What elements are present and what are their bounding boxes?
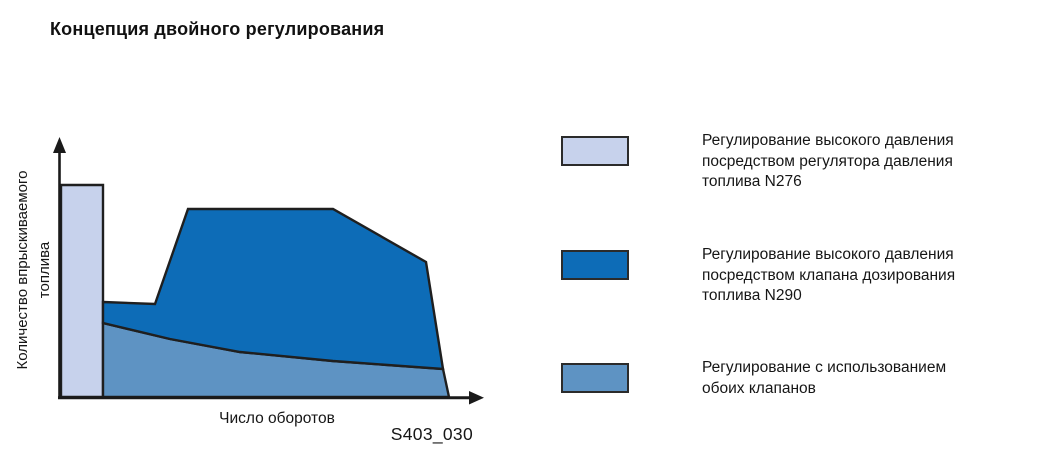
legend-label-line: Регулирование высокого давления (702, 246, 954, 263)
legend-label-line: Регулирование высокого давления (702, 132, 954, 149)
axes (53, 137, 484, 405)
legend-label-line: Регулирование с использованием (702, 359, 947, 376)
chart-regions (59, 183, 451, 399)
legend-label-line: обоих клапанов (702, 379, 816, 397)
x-axis-arrow-icon (469, 391, 484, 405)
x-axis-label: Число оборотов (219, 410, 335, 427)
legend-swatch-both-valves (561, 363, 629, 393)
figure-code: S403_030 (391, 424, 473, 445)
legend-swatch-n290 (561, 250, 629, 280)
n276-region (59, 183, 105, 399)
n290-region (101, 207, 445, 371)
legend-swatch-n276 (561, 136, 629, 166)
legend-label-line: топлива N290 (702, 287, 802, 304)
y-axis-label-line2: топлива (36, 241, 53, 298)
legend-label-n290: Регулирование высокого давления посредст… (702, 245, 1032, 307)
page-title: Концепция двойного регулирования (50, 19, 385, 39)
legend-label-n276: Регулирование высокого давления посредст… (702, 131, 1032, 193)
y-axis-label-line1: Количество впрыскиваемого (14, 171, 31, 370)
fuel-regulation-chart: Количество впрыскиваемого топлива Число … (14, 137, 484, 445)
legend-label-line: топлива N276 (702, 173, 802, 190)
legend-label-line: посредством регулятора давления (702, 152, 953, 170)
y-axis-arrow-icon (53, 137, 66, 153)
legend-label-line: посредством клапана дозирования (702, 266, 956, 284)
legend-label-both-valves: Регулирование с использованием обоих кла… (702, 358, 1032, 399)
